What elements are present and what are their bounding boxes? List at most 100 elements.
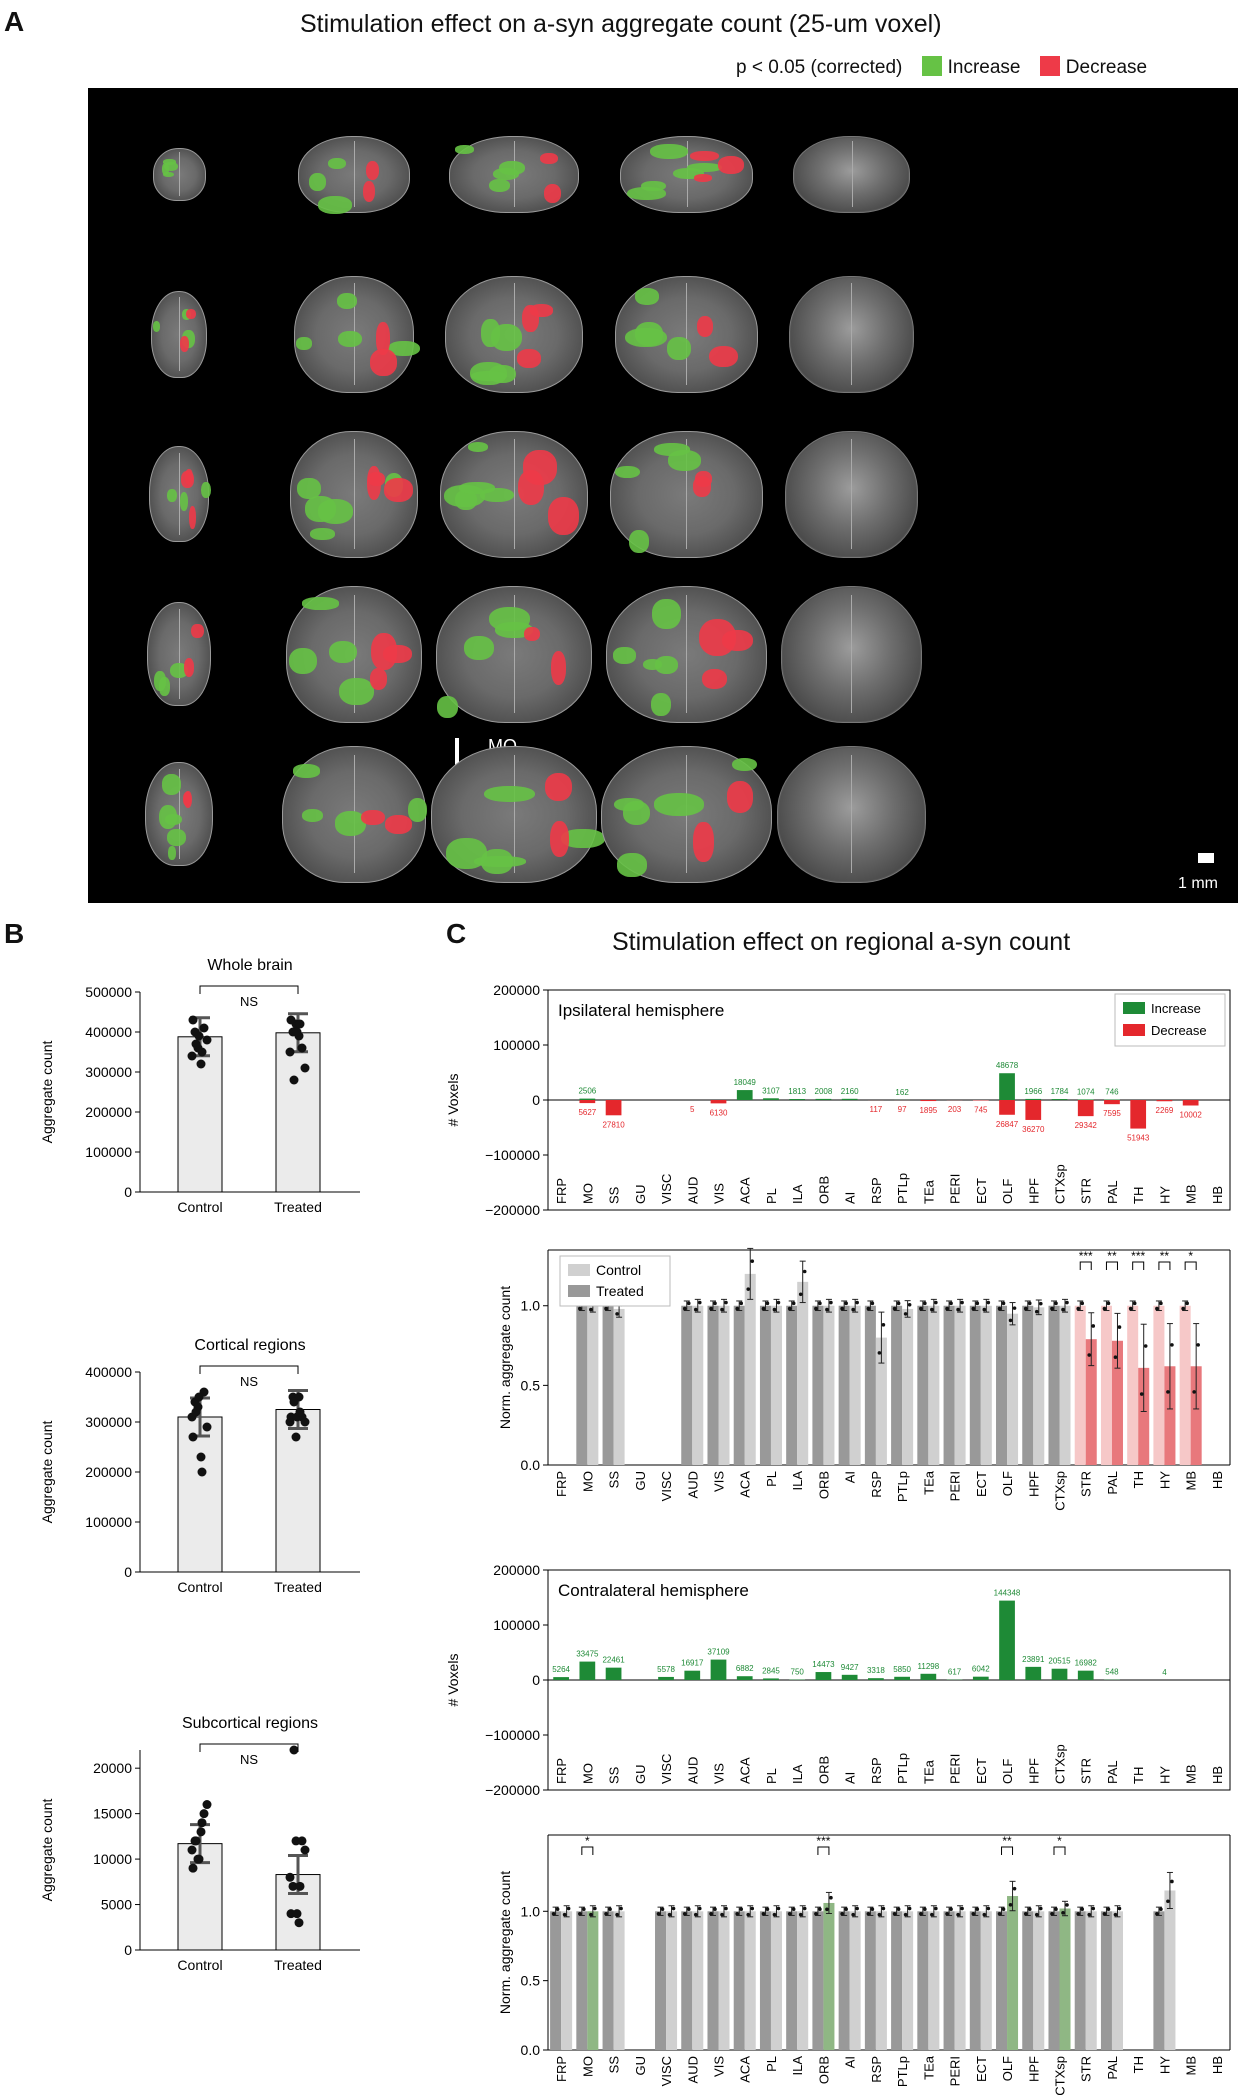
region-label: ACA — [738, 1757, 753, 1784]
increase-region — [159, 677, 171, 696]
treated-bar — [823, 1305, 835, 1465]
data-point — [982, 1307, 987, 1312]
increase-region — [166, 489, 178, 502]
brain-section — [148, 446, 211, 542]
brain-section — [793, 135, 910, 213]
brain-section — [614, 275, 759, 393]
significance-bracket — [1105, 1261, 1118, 1270]
decrease-value: 26847 — [996, 1120, 1019, 1129]
y-tick-label: 100000 — [85, 1144, 132, 1160]
data-point — [720, 1307, 724, 1312]
data-point — [1196, 1343, 1200, 1347]
treated-bar — [928, 1911, 940, 2050]
control-bar — [707, 1911, 719, 2050]
decrease-region — [708, 345, 738, 368]
data-point — [818, 1301, 822, 1306]
control-bar — [733, 1305, 745, 1465]
data-point — [750, 1259, 755, 1263]
data-point — [196, 1452, 206, 1462]
data-point — [593, 1906, 597, 1911]
brain-section — [435, 585, 593, 723]
data-point — [735, 1306, 740, 1311]
increase-bar — [710, 1659, 727, 1680]
midline — [851, 594, 853, 714]
control-bar — [759, 1305, 771, 1465]
data-point — [551, 1911, 556, 1916]
control-bar — [759, 1911, 771, 2050]
y-tick-label: 0 — [532, 1672, 540, 1688]
data-point — [829, 1300, 833, 1305]
data-point — [667, 1912, 672, 1917]
decrease-region — [383, 477, 413, 502]
data-point — [870, 1907, 875, 1912]
treated-bar — [561, 1911, 573, 2050]
brain-section — [605, 585, 768, 723]
region-label: AUD — [685, 1757, 700, 1784]
cortical-regions-chart: Cortical regions 0 100000 200000 300000 40000… — [39, 1337, 360, 1595]
region-label: OLF — [1000, 2056, 1015, 2081]
control-bar — [812, 1305, 824, 1465]
midline — [514, 754, 515, 874]
significance-bracket — [199, 1365, 299, 1374]
decrease-region — [361, 809, 385, 826]
brain-section — [289, 430, 419, 558]
data-point — [949, 1301, 953, 1306]
region-label: MO — [580, 1471, 595, 1492]
treated-bar — [1190, 1366, 1202, 1465]
data-point — [295, 1019, 305, 1029]
control-bar — [1127, 1305, 1139, 1465]
data-point — [589, 1307, 593, 1312]
data-point — [776, 1906, 781, 1911]
y-tick-label: 100000 — [493, 1617, 540, 1633]
data-point — [919, 1306, 923, 1311]
decrease-bar — [920, 1100, 937, 1102]
control-bar — [1100, 1305, 1112, 1465]
decrease-region — [697, 316, 714, 337]
data-point — [802, 1906, 807, 1911]
data-point — [765, 1907, 770, 1912]
increase-region — [293, 764, 320, 778]
increase-region — [170, 662, 188, 679]
increase-region — [467, 441, 489, 452]
increase-region — [334, 811, 366, 836]
significance-bracket — [199, 985, 299, 994]
increase-region — [301, 808, 324, 822]
increase-region — [338, 678, 374, 706]
increase-region — [179, 492, 189, 511]
control-bar — [1100, 1911, 1112, 2050]
treated-bar — [1164, 1890, 1176, 2050]
increase-value: 23891 — [1022, 1655, 1045, 1664]
data-point — [1087, 1353, 1092, 1357]
increase-region — [488, 606, 530, 632]
brain-section — [150, 290, 208, 378]
data-point — [866, 1911, 871, 1916]
increase-region — [655, 656, 679, 675]
data-point — [1038, 1906, 1043, 1911]
data-point — [787, 1911, 792, 1916]
brain-section — [440, 430, 588, 558]
data-point — [997, 1306, 1002, 1311]
decrease-region — [517, 469, 544, 505]
data-point — [1106, 1301, 1111, 1306]
brain-section — [286, 585, 422, 723]
data-point — [1065, 1300, 1069, 1305]
y-tick-label: 0 — [532, 1092, 540, 1108]
data-point — [1012, 1886, 1017, 1891]
y-tick-label: 500000 — [85, 984, 132, 1000]
data-point — [682, 1306, 687, 1311]
control-bar — [812, 1911, 824, 2050]
increase-bar — [841, 1674, 858, 1680]
data-point — [566, 1906, 571, 1911]
data-point — [191, 1836, 201, 1846]
region-label: GU — [633, 1185, 648, 1205]
data-point — [930, 1307, 934, 1312]
increase-value: 14473 — [812, 1660, 835, 1669]
data-point — [191, 1039, 201, 1049]
control-bar — [1153, 1305, 1165, 1465]
y-axis-label: Aggregate count — [39, 1799, 55, 1902]
midline — [686, 283, 688, 385]
region-label: PTLp — [895, 1471, 910, 1502]
region-label: AI — [843, 1192, 858, 1204]
panel-c-title: Stimulation effect on regional a-syn cou… — [612, 928, 1071, 956]
treated-bar — [875, 1911, 887, 2050]
